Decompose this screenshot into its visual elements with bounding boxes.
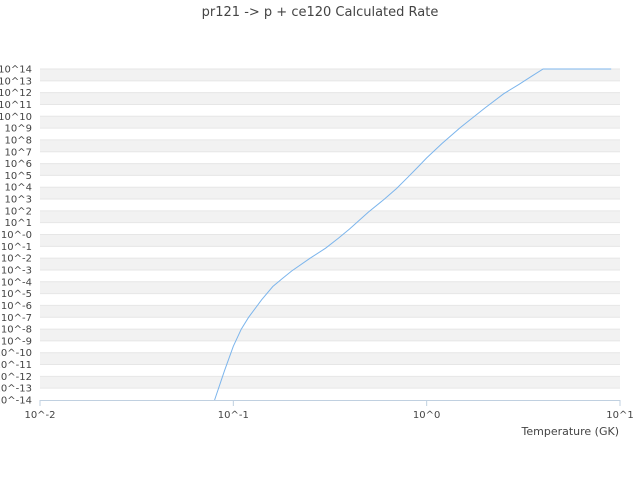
grid-band [40,352,620,365]
y-tick-label: 10^10 [0,112,32,123]
y-tick-label: 10^-10 [0,348,32,359]
x-tick-label: 10^-1 [218,410,249,421]
grid-band [40,222,620,235]
chart-title: pr121 -> p + ce120 Calculated Rate [202,5,439,20]
y-tick-label: 10^-3 [1,265,32,276]
y-tick-label: 10^-1 [1,242,32,253]
y-tick-label: 10^14 [0,65,32,76]
grid-band [40,258,620,270]
y-tick-label: 10^-5 [1,289,32,300]
y-tick-label: 10^1 [5,218,32,229]
grid-band [40,305,620,318]
grid-band [40,376,620,389]
grid-band [40,92,620,105]
y-tick-label: 10^-12 [0,372,32,383]
y-tick-label: 10^-14 [0,396,32,407]
grid-band [40,80,620,93]
grid-band [40,269,620,282]
y-tick-label: 10^11 [0,100,32,111]
y-tick-label: 10^12 [0,88,32,99]
grid-band [40,329,620,341]
grid-band [40,199,620,211]
x-ticks: 10^-2 10^-1 10^0 10^1 [24,400,634,421]
y-tick-label: 10^-2 [1,254,32,265]
grid-band [40,116,620,129]
y-tick-label: 10^13 [0,76,32,87]
grid-band [40,187,620,200]
grid-band [40,139,620,152]
y-tick-label: 10^9 [5,124,32,135]
grid-band [40,340,620,353]
grid-band [40,210,620,223]
y-tick-label: 10^-13 [0,384,32,395]
grid-band [40,175,620,188]
grid-band [40,281,620,294]
y-tick-label: 10^-9 [1,336,32,347]
grid-band [40,234,620,247]
y-tick-label: 10^6 [5,159,32,170]
grid-band [40,364,620,377]
grid-band [40,388,620,400]
y-tick-label: 10^-11 [0,360,32,371]
y-tick-label: 10^-7 [1,313,32,324]
y-tick-label: 10^7 [5,147,32,158]
grid-band [40,246,620,259]
grid-band [40,128,620,140]
y-tick-label: 10^4 [5,183,32,194]
x-axis-title: Temperature (GK) [521,425,620,438]
grid-band [40,104,620,117]
x-tick-label: 10^0 [413,410,440,421]
y-tick-label: 10^5 [5,171,32,182]
y-tick-label: 10^2 [5,206,32,217]
y-tick-label: 10^-0 [1,230,32,241]
grid-band [40,293,620,306]
y-axis: 10^-1410^-1310^-1210^-1110^-1010^-910^-8… [0,65,32,407]
grid-band [40,151,620,164]
grid-band [40,69,620,81]
x-tick-label: 10^1 [606,410,633,421]
grid-band [40,317,620,330]
y-tick-label: 10^-4 [1,277,32,288]
grid-bands [40,68,620,400]
y-tick-label: 10^8 [5,135,32,146]
y-tick-label: 10^-6 [1,301,32,312]
grid-band [40,163,620,176]
series-line [214,68,612,401]
y-tick-label: 10^-8 [1,325,32,336]
y-tick-label: 10^3 [5,195,32,206]
x-tick-label: 10^-2 [24,410,55,421]
